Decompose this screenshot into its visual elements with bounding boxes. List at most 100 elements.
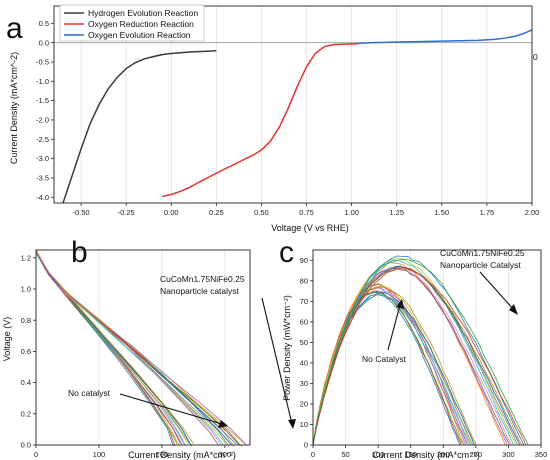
- chart-a-y-tick-label: -2.5: [36, 135, 49, 144]
- chart-c-y-axis-title: Power Density (mW*cm⁻²): [282, 295, 292, 401]
- chart-a-y-tick-label: 0.5: [39, 19, 49, 28]
- chart-c-x-tick-label: 200: [437, 450, 450, 459]
- chart-b-x-axis-title: Current Density (mA*cm⁻²): [128, 450, 236, 460]
- panel-c-letter: c: [279, 236, 294, 269]
- chart-b-y-tick-label: 0.6: [21, 347, 31, 356]
- chart-a-x-tick-label: 1.50: [435, 208, 450, 217]
- chart-c-x-tick-label: 50: [341, 450, 349, 459]
- chart-b-no-catalyst-annotation: No catalyst: [68, 388, 111, 398]
- chart-c-x-tick-label: 150: [404, 450, 417, 459]
- chart-c-curve-1-7: [312, 265, 521, 446]
- chart-b-catalyst-annotation-line1: CuCoMn1.75NiFe0.25: [160, 274, 245, 284]
- chart-c-curve-1-8: [312, 268, 523, 446]
- chart-c-x-tick-label: 0: [311, 450, 315, 459]
- chart-b-y-tick-label: 0.4: [21, 378, 31, 387]
- chart-a-legend-label-1: Oxygen Reduction Reaction: [88, 19, 194, 29]
- chart-c-catalyst-arrowhead: [509, 304, 518, 315]
- chart-c-curve-1-2: [312, 267, 510, 446]
- chart-c-y-tick-label: 30: [300, 379, 308, 388]
- chart-c-curve-1-10: [312, 266, 527, 446]
- chart-a: -0.50 -0.25 0.00 0.25 0.50 0.75 1.00 1.25 1.50 1.…: [9, 4, 539, 233]
- chart-c-curve-0-5: [312, 283, 468, 446]
- chart-a-x-tick-label: 1.00: [344, 208, 359, 217]
- chart-a-series-line-2: [356, 29, 532, 45]
- chart-c-y-tick-label: 0: [304, 441, 308, 450]
- chart-b-curve-1-10: [35, 250, 245, 444]
- chart-a-x-axis-title: Voltage (V vs RHE): [271, 223, 349, 233]
- panel-a-letter: a: [6, 12, 23, 45]
- chart-c-ticks: 0 50 100 150 200 250 300 350 0 10 20 30 40 50 60 70 80 90: [300, 256, 548, 459]
- chart-c-curve-1-6: [312, 265, 518, 446]
- chart-a-x-tick-label: 0.00: [164, 208, 179, 217]
- chart-c-catalyst-annotation-line1: CuCoMn1.75NiFe0.25: [440, 248, 525, 258]
- chart-a-y-tick-label: -1.5: [36, 96, 49, 105]
- chart-b-catalyst-arrow: [261, 297, 293, 425]
- panel-b-letter: b: [71, 236, 88, 269]
- chart-a-legend-label-0: Hydrogen Evolution Reaction: [88, 8, 198, 18]
- chart-b-catalyst-arrowhead: [288, 419, 296, 429]
- chart-a-series-group: [62, 29, 532, 203]
- chart-b-curve-0-3: [35, 251, 180, 446]
- chart-a-ticks: -0.50 -0.25 0.00 0.25 0.50 0.75 1.00 1.25 1.50 1.…: [36, 19, 539, 217]
- chart-b-x-tick-label: 0: [34, 450, 38, 459]
- chart-b-x-tick-label: 100: [93, 450, 106, 459]
- chart-a-x-tick-label: 0.50: [254, 208, 269, 217]
- chart-a-y-tick-label: -2.0: [36, 116, 49, 125]
- chart-a-x-tick-label: -0.50: [73, 208, 90, 217]
- chart-b-plot-frame: [35, 249, 251, 446]
- chart-a-series-line-1: [162, 43, 358, 198]
- chart-c-y-tick-label: 90: [300, 256, 308, 265]
- chart-a-y-tick-label: -4.0: [36, 193, 49, 202]
- chart-c-x-tick-label: 250: [470, 450, 483, 459]
- chart-c-series: [312, 255, 529, 446]
- chart-c-curve-1-11: [312, 258, 529, 445]
- chart-b-y-tick-label: 0.0: [21, 441, 31, 450]
- chart-b-ticks: 0 100 200 300 0.0 0.2 0.4 0.6 0.8 1.0 1.2: [21, 253, 232, 459]
- chart-c-x-tick-label: 100: [372, 450, 385, 459]
- chart-b-y-tick-label: 0.8: [21, 316, 31, 325]
- chart-b-y-axis-title: Voltage (V): [2, 317, 12, 362]
- chart-b-x-tick-label: 300: [219, 450, 232, 459]
- chart-b-x-tick-label: 200: [156, 450, 169, 459]
- chart-b-catalyst-annotation-line2: Nanoparticle catalyst: [160, 286, 240, 296]
- chart-a-x-tick-label: 1.75: [480, 208, 495, 217]
- chart-b-no-catalyst-arrowhead: [218, 420, 228, 428]
- chart-b-y-tick-label: 0.2: [21, 409, 31, 418]
- chart-c-x-axis-title: Current Density (mA*cm⁻²): [372, 450, 480, 460]
- chart-b-y-tick-label: 1.0: [21, 285, 31, 294]
- chart-a-zero-annotation: 0: [533, 52, 538, 62]
- chart-a-y-tick-label: -3.0: [36, 154, 49, 163]
- chart-a-y-tick-label: -3.5: [36, 173, 49, 182]
- chart-c-y-tick-label: 10: [300, 420, 308, 429]
- chart-c: 0 50 100 150 200 250 300 350 0 10 20 30 40 50 60 70 80 90…: [282, 248, 547, 460]
- chart-a-y-tick-label: -1.0: [36, 77, 49, 86]
- chart-b-no-catalyst-arrow: [119, 393, 223, 425]
- chart-c-catalyst-annotation-line2: Nanoparticle Catalyst: [440, 260, 521, 270]
- chart-c-no-catalyst-arrow: [387, 304, 401, 351]
- chart-a-x-tick-label: 0.25: [209, 208, 224, 217]
- chart-a-x-tick-label: -0.25: [118, 208, 135, 217]
- chart-a-x-tick-label: 0.75: [299, 208, 314, 217]
- chart-a-y-axis-title: Current Density (mA*cm^-2): [9, 52, 19, 164]
- chart-c-x-tick-label: 300: [502, 450, 515, 459]
- chart-b-y-tick-label: 1.2: [21, 253, 31, 262]
- chart-c-curve-1-4: [312, 259, 514, 446]
- chart-c-curve-0-8: [312, 285, 472, 446]
- chart-c-curve-1-1: [312, 266, 508, 445]
- chart-c-y-tick-label: 60: [300, 317, 308, 326]
- chart-c-no-catalyst-arrowhead: [396, 299, 404, 309]
- chart-c-curve-0-0: [312, 291, 460, 446]
- chart-a-legend-label-2: Oxygen Evolution Reaction: [88, 30, 191, 40]
- chart-a-series: [54, 29, 532, 203]
- chart-a-legend-box: [59, 4, 205, 42]
- chart-c-plot-frame: [312, 249, 542, 446]
- chart-b-series: [35, 249, 248, 447]
- chart-c-y-tick-label: 50: [300, 338, 308, 347]
- chart-c-y-tick-label: 80: [300, 276, 308, 285]
- chart-a-plot-frame: [53, 5, 533, 204]
- chart-c-no-catalyst-annotation: No Catalyst: [362, 354, 407, 364]
- chart-c-y-tick-label: 20: [300, 400, 308, 409]
- chart-a-x-tick-label: 1.25: [389, 208, 404, 217]
